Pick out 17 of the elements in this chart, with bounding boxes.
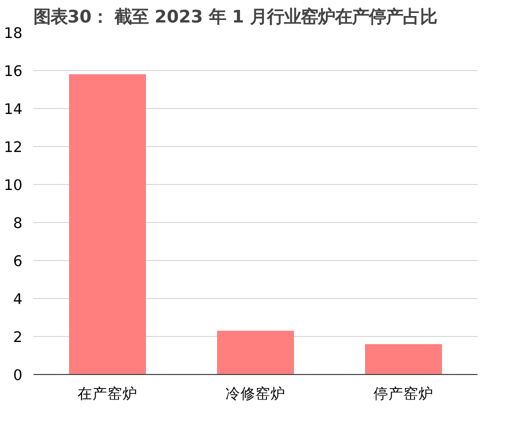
y-tick-label: 4: [13, 291, 23, 308]
y-tick-label: 16: [4, 63, 23, 80]
y-tick-label: 14: [4, 101, 23, 118]
bar: [69, 74, 146, 374]
bar: [217, 330, 294, 374]
x-tick-label: 停产窑炉: [374, 386, 434, 402]
y-tick-label: 0: [13, 367, 23, 384]
y-tick-label: 18: [4, 25, 23, 42]
y-tick-label: 12: [4, 139, 23, 156]
y-tick-label: 10: [4, 177, 23, 194]
chart-title: 图表30： 截至 2023 年 1 月行业窑炉在产停产占比: [34, 8, 438, 28]
y-tick-label: 2: [13, 329, 23, 346]
bar: [365, 344, 442, 374]
x-tick-label: 在产窑炉: [78, 386, 138, 402]
y-tick-label: 8: [13, 215, 23, 232]
x-tick-label: 冷修窑炉: [226, 386, 286, 402]
y-tick-label: 6: [13, 253, 23, 270]
